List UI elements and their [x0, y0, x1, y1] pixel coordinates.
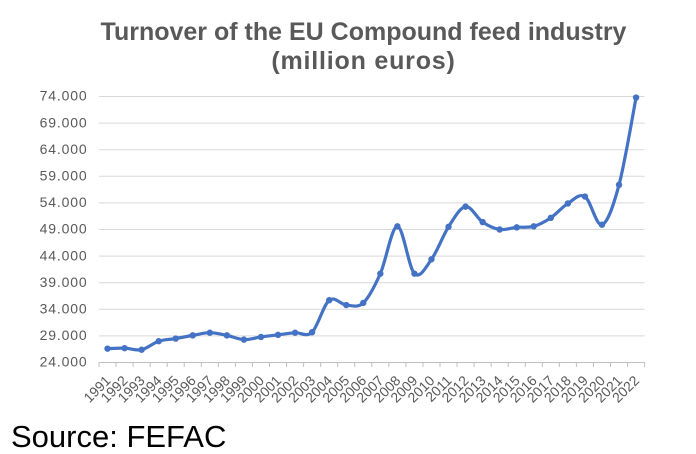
- svg-text:44.000: 44.000: [40, 247, 88, 263]
- svg-text:29.000: 29.000: [40, 327, 88, 343]
- svg-text:69.000: 69.000: [40, 114, 88, 130]
- svg-text:64.000: 64.000: [40, 141, 88, 157]
- svg-text:49.000: 49.000: [40, 221, 88, 237]
- svg-text:24.000: 24.000: [40, 354, 88, 370]
- svg-text:74.000: 74.000: [40, 88, 88, 104]
- svg-text:54.000: 54.000: [40, 194, 88, 210]
- svg-text:59.000: 59.000: [40, 168, 88, 184]
- svg-text:39.000: 39.000: [40, 274, 88, 290]
- svg-text:34.000: 34.000: [40, 301, 88, 317]
